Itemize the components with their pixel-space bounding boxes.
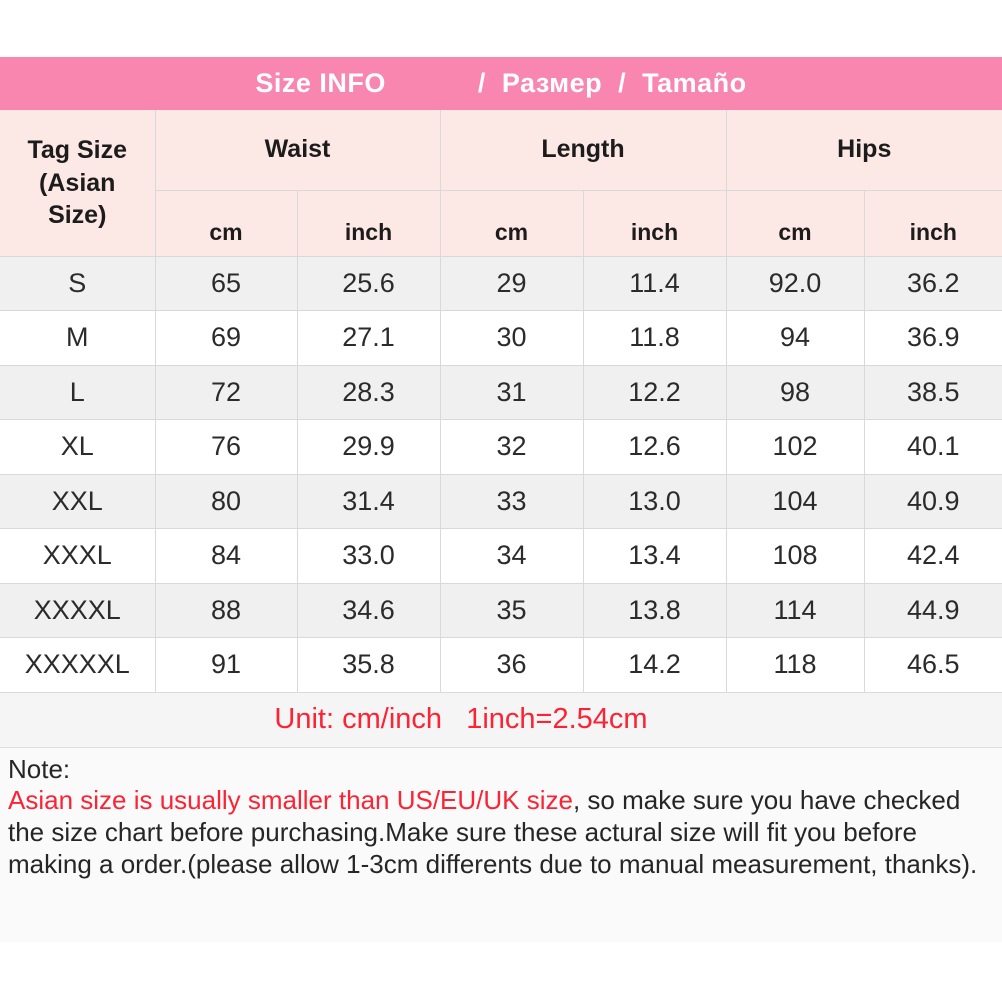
value-cell: 11.4 <box>582 255 727 311</box>
size-cell: S <box>0 255 156 311</box>
value-cell: 88 <box>154 582 298 638</box>
top-margin <box>0 0 1002 57</box>
value-cell: 114 <box>725 582 865 638</box>
value-cell: 65 <box>154 255 298 311</box>
value-cell: 13.0 <box>582 473 727 529</box>
value-cell: 36 <box>439 637 584 693</box>
column-group-length: Length <box>439 110 727 191</box>
value-cell: 29 <box>439 255 584 311</box>
banner-title-secondary: / Размер / Tamaño <box>477 68 747 98</box>
value-cell: 29.9 <box>296 419 441 475</box>
value-cell: 91 <box>154 637 298 693</box>
corner-header-tag-size: Tag Size (Asian Size) <box>0 110 156 257</box>
size-cell: XXXXL <box>0 582 156 638</box>
value-cell: 33 <box>439 473 584 529</box>
table-row: XL 76 29.9 32 12.6 102 40.1 <box>0 419 1002 475</box>
size-cell: XXL <box>0 473 156 529</box>
value-cell: 72 <box>154 364 298 420</box>
value-cell: 32 <box>439 419 584 475</box>
value-cell: 102 <box>725 419 865 475</box>
value-cell: 98 <box>725 364 865 420</box>
banner-title-primary: Size INFO <box>255 68 386 98</box>
table-row: XXXXL 88 34.6 35 13.8 114 44.9 <box>0 582 1002 638</box>
subheader-length-inch: inch <box>582 189 727 257</box>
note-body: , so make sure you have checked the size… <box>8 785 978 880</box>
value-cell: 14.2 <box>582 637 727 693</box>
value-cell: 31 <box>439 364 584 420</box>
value-cell: 104 <box>725 473 865 529</box>
value-cell: 94 <box>725 310 865 366</box>
subheader-waist-inch: inch <box>296 189 441 257</box>
value-cell: 33.0 <box>296 528 441 584</box>
value-cell: 35.8 <box>296 637 441 693</box>
value-cell: 28.3 <box>296 364 441 420</box>
table-row: M 69 27.1 30 11.8 94 36.9 <box>0 310 1002 366</box>
value-cell: 40.9 <box>863 473 1002 529</box>
column-group-hips: Hips <box>725 110 1002 191</box>
value-cell: 12.6 <box>582 419 727 475</box>
size-info-banner: Size INFO / Размер / Tamaño <box>0 57 1002 110</box>
value-cell: 40.1 <box>863 419 1002 475</box>
header-group-row: Tag Size (Asian Size) Waist Length Hips <box>0 110 1002 257</box>
value-cell: 108 <box>725 528 865 584</box>
value-cell: 84 <box>154 528 298 584</box>
table-row: XXXXXL 91 35.8 36 14.2 118 46.5 <box>0 637 1002 693</box>
size-cell: L <box>0 364 156 420</box>
bottom-margin <box>0 941 1002 1002</box>
value-cell: 118 <box>725 637 865 693</box>
table-row: XXL 80 31.4 33 13.0 104 40.9 <box>0 473 1002 529</box>
header-sub-row: cm inch cm inch cm inch <box>0 189 1002 257</box>
table-row: S 65 25.6 29 11.4 92.0 36.2 <box>0 255 1002 311</box>
column-group-waist: Waist <box>154 110 441 191</box>
subheader-waist-cm: cm <box>155 189 298 257</box>
subheader-hips-inch: inch <box>863 189 1002 257</box>
size-cell: XXXL <box>0 528 156 584</box>
subheader-length-cm: cm <box>439 189 584 257</box>
size-cell: XXXXXL <box>0 637 156 693</box>
subheader-hips-cm: cm <box>725 189 865 257</box>
value-cell: 76 <box>154 419 298 475</box>
note-highlight: Asian size is usually smaller than US/EU… <box>8 785 573 816</box>
value-cell: 11.8 <box>582 310 727 366</box>
table-row: XXXL 84 33.0 34 13.4 108 42.4 <box>0 528 1002 584</box>
table-row: L 72 28.3 31 12.2 98 38.5 <box>0 364 1002 420</box>
value-cell: 35 <box>439 582 584 638</box>
value-cell: 44.9 <box>863 582 1002 638</box>
value-cell: 46.5 <box>863 637 1002 693</box>
unit-note-row: Unit: cm/inch 1inch=2.54cm <box>0 692 1002 748</box>
size-cell: M <box>0 310 156 366</box>
value-cell: 12.2 <box>582 364 727 420</box>
value-cell: 34 <box>439 528 584 584</box>
value-cell: 30 <box>439 310 584 366</box>
value-cell: 13.4 <box>582 528 727 584</box>
value-cell: 42.4 <box>863 528 1002 584</box>
unit-note-text: Unit: cm/inch 1inch=2.54cm <box>274 703 648 735</box>
value-cell: 80 <box>154 473 298 529</box>
value-cell: 38.5 <box>863 364 1002 420</box>
value-cell: 36.9 <box>863 310 1002 366</box>
size-table: Tag Size (Asian Size) Waist Length Hips … <box>0 110 1002 693</box>
value-cell: 25.6 <box>296 255 441 311</box>
value-cell: 69 <box>154 310 298 366</box>
note-label: Note: <box>8 753 71 784</box>
note-section: Note: Asian size is usually smaller than… <box>0 747 1002 942</box>
value-cell: 13.8 <box>582 582 727 638</box>
value-cell: 31.4 <box>296 473 441 529</box>
size-cell: XL <box>0 419 156 475</box>
value-cell: 92.0 <box>725 255 865 311</box>
value-cell: 27.1 <box>296 310 441 366</box>
value-cell: 36.2 <box>863 255 1002 311</box>
value-cell: 34.6 <box>296 582 441 638</box>
